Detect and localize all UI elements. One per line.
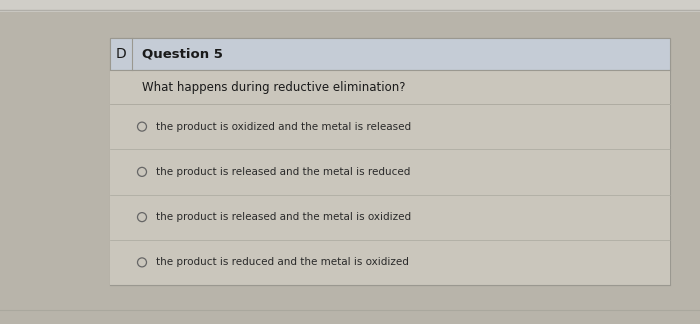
FancyBboxPatch shape (0, 0, 700, 12)
Text: the product is reduced and the metal is oxidized: the product is reduced and the metal is … (156, 257, 409, 267)
FancyBboxPatch shape (0, 38, 110, 285)
FancyBboxPatch shape (110, 194, 670, 240)
FancyBboxPatch shape (110, 38, 670, 285)
Text: D: D (116, 47, 127, 61)
Text: the product is oxidized and the metal is released: the product is oxidized and the metal is… (156, 122, 411, 132)
FancyBboxPatch shape (110, 70, 670, 104)
Text: Question 5: Question 5 (142, 48, 223, 61)
Text: the product is released and the metal is reduced: the product is released and the metal is… (156, 167, 410, 177)
FancyBboxPatch shape (110, 38, 670, 70)
FancyBboxPatch shape (110, 240, 670, 285)
FancyBboxPatch shape (110, 104, 670, 149)
Text: the product is released and the metal is oxidized: the product is released and the metal is… (156, 212, 411, 222)
Text: What happens during reductive elimination?: What happens during reductive eliminatio… (142, 80, 405, 94)
FancyBboxPatch shape (110, 149, 670, 194)
FancyBboxPatch shape (0, 285, 700, 324)
